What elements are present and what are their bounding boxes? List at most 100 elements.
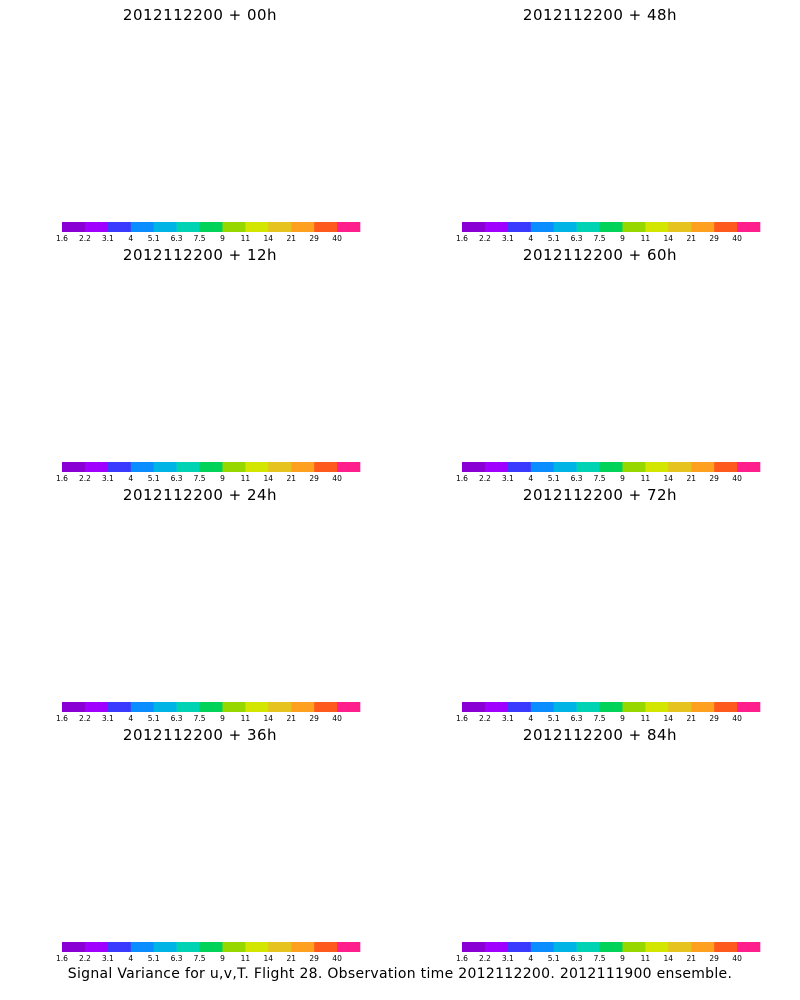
colorbar-label: 29	[309, 234, 319, 242]
panel-title: 2012112200 + 12h	[122, 246, 278, 264]
coastline	[520, 55, 720, 165]
colorbar-swatch	[484, 222, 509, 232]
map-panel: 2012112200 + 72h 1.6 2.2 3.1 4 5.1 6.3 7.5 9 11 14…	[400, 480, 800, 722]
colorbar-label: 9	[220, 954, 225, 962]
colorbar-swatch	[576, 942, 600, 952]
colorbar-swatch	[222, 702, 246, 712]
colorbar-swatch	[530, 222, 554, 232]
colorbar-swatch	[553, 942, 577, 952]
colorbar: 1.6 2.2 3.1 4 5.1 6.3 7.5 9 11 14 21 29 40	[56, 702, 361, 722]
colorbar-label: 11	[241, 714, 251, 722]
colorbar-swatch	[337, 462, 361, 472]
colorbar-label: 6.3	[171, 234, 183, 242]
colorbar-swatch	[622, 222, 646, 232]
colorbar-label: 14	[264, 474, 274, 482]
colorbar-label: 21	[286, 234, 296, 242]
coastline	[120, 775, 320, 885]
colorbar-swatch	[62, 702, 86, 712]
colorbar-label: 9	[620, 954, 625, 962]
panel-title: 2012112200 + 72h	[522, 486, 678, 504]
colorbar-label: 6.3	[571, 474, 583, 482]
colorbar-label: 3.1	[102, 954, 114, 962]
colorbar-label: 2.2	[79, 954, 91, 962]
colorbar: 1.6 2.2 3.1 4 5.1 6.3 7.5 9 11 14 21 29 40	[456, 702, 761, 722]
map-panel: 2012112200 + 48h 1.6 2.2 3.1 4 5.1 6.3 7.5 9 11 14…	[400, 0, 800, 242]
colorbar-label: 4	[128, 714, 133, 722]
colorbar-label: 11	[641, 954, 651, 962]
colorbar-label: 1.6	[456, 954, 468, 962]
colorbar-label: 21	[286, 714, 296, 722]
colorbar-label: 7.5	[194, 714, 206, 722]
colorbar-label: 7.5	[594, 234, 606, 242]
colorbar-swatch	[62, 222, 86, 232]
colorbar-label: 5.1	[148, 234, 160, 242]
colorbar-swatch	[337, 702, 361, 712]
colorbar-label: 7.5	[594, 714, 606, 722]
colorbar-swatch	[337, 942, 361, 952]
map-panel: 2012112200 + 84h 1.6 2.2 3.1 4 5.1 6.3 7.5 9 11 14…	[400, 720, 800, 962]
colorbar-label: 3.1	[502, 714, 514, 722]
panel-title: 2012112200 + 36h	[122, 726, 278, 744]
coastline	[120, 295, 320, 405]
colorbar-swatch	[199, 942, 223, 952]
colorbar-swatch	[337, 222, 361, 232]
colorbar-swatch	[153, 702, 177, 712]
colorbar-swatch	[645, 462, 669, 472]
colorbar-swatch	[291, 702, 315, 712]
colorbar-swatch	[130, 462, 154, 472]
colorbar-swatch	[199, 702, 223, 712]
figure-caption: Signal Variance for u,v,T. Flight 28. Ob…	[67, 966, 733, 982]
variance-map	[0, 0, 400, 220]
colorbar-swatch	[84, 942, 109, 952]
colorbar-label: 9	[620, 234, 625, 242]
colorbar-label: 14	[664, 954, 674, 962]
colorbar-swatch	[314, 942, 338, 952]
colorbar-label: 21	[686, 714, 696, 722]
variance-map	[0, 720, 400, 940]
colorbar-swatch	[507, 702, 532, 712]
colorbar-label: 1.6	[56, 714, 68, 722]
colorbar-swatch	[599, 702, 623, 712]
variance-map	[400, 240, 800, 460]
colorbar-swatch	[599, 462, 623, 472]
colorbar-label: 2.2	[479, 474, 491, 482]
colorbar-label: 40	[332, 234, 342, 242]
colorbar-swatch	[107, 222, 132, 232]
coastline	[120, 535, 320, 645]
colorbar-swatch	[176, 942, 200, 952]
colorbar-swatch	[153, 462, 177, 472]
colorbar-label: 14	[664, 234, 674, 242]
colorbar-swatch	[737, 462, 761, 472]
colorbar-swatch	[668, 702, 692, 712]
colorbar-swatch	[462, 462, 486, 472]
colorbar-swatch	[107, 942, 132, 952]
colorbar-swatch	[599, 222, 623, 232]
colorbar-swatch	[691, 942, 715, 952]
colorbar-label: 4	[128, 474, 133, 482]
panel-title: 2012112200 + 00h	[122, 6, 278, 24]
colorbar-swatch	[62, 942, 86, 952]
colorbar-label: 29	[709, 474, 719, 482]
colorbar-label: 3.1	[102, 234, 114, 242]
colorbar-swatch	[130, 942, 154, 952]
colorbar-label: 6.3	[171, 474, 183, 482]
panel-title: 2012112200 + 60h	[522, 246, 678, 264]
colorbar-swatch	[130, 702, 154, 712]
colorbar-swatch	[130, 222, 154, 232]
colorbar-swatch	[737, 702, 761, 712]
colorbar-swatch	[62, 462, 86, 472]
colorbar-label: 29	[709, 714, 719, 722]
variance-map	[400, 0, 800, 220]
colorbar-swatch	[314, 462, 338, 472]
colorbar-label: 7.5	[194, 234, 206, 242]
colorbar-swatch	[622, 702, 646, 712]
colorbar-swatch	[691, 222, 715, 232]
colorbar-label: 4	[528, 234, 533, 242]
panel-title: 2012112200 + 48h	[522, 6, 678, 24]
colorbar-label: 40	[332, 954, 342, 962]
colorbar: 1.6 2.2 3.1 4 5.1 6.3 7.5 9 11 14 21 29 40	[56, 462, 361, 482]
colorbar-swatch	[268, 462, 292, 472]
colorbar-label: 29	[309, 714, 319, 722]
colorbar-label: 29	[709, 954, 719, 962]
colorbar-swatch	[668, 942, 692, 952]
